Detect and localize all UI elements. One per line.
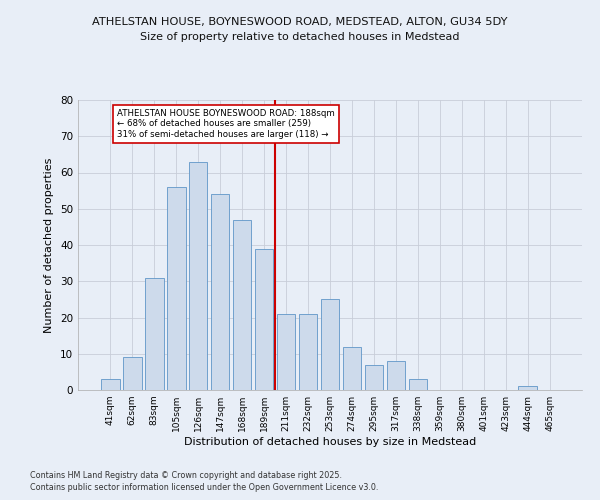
Text: Size of property relative to detached houses in Medstead: Size of property relative to detached ho…	[140, 32, 460, 42]
Bar	[386, 361, 405, 390]
Bar	[343, 346, 361, 390]
Bar	[409, 379, 427, 390]
Bar	[211, 194, 229, 390]
Text: Contains HM Land Registry data © Crown copyright and database right 2025.: Contains HM Land Registry data © Crown c…	[30, 471, 342, 480]
Bar	[518, 386, 537, 390]
Bar	[101, 379, 119, 390]
Text: ATHELSTAN HOUSE, BOYNESWOOD ROAD, MEDSTEAD, ALTON, GU34 5DY: ATHELSTAN HOUSE, BOYNESWOOD ROAD, MEDSTE…	[92, 18, 508, 28]
Bar	[167, 187, 185, 390]
Text: ATHELSTAN HOUSE BOYNESWOOD ROAD: 188sqm
← 68% of detached houses are smaller (25: ATHELSTAN HOUSE BOYNESWOOD ROAD: 188sqm …	[117, 109, 335, 139]
Bar	[189, 162, 208, 390]
Bar	[365, 364, 383, 390]
Bar	[277, 314, 295, 390]
Bar	[320, 300, 340, 390]
Bar	[123, 358, 142, 390]
Bar	[145, 278, 164, 390]
Bar	[299, 314, 317, 390]
Bar	[233, 220, 251, 390]
Bar	[255, 248, 274, 390]
Y-axis label: Number of detached properties: Number of detached properties	[44, 158, 55, 332]
X-axis label: Distribution of detached houses by size in Medstead: Distribution of detached houses by size …	[184, 437, 476, 447]
Text: Contains public sector information licensed under the Open Government Licence v3: Contains public sector information licen…	[30, 484, 379, 492]
